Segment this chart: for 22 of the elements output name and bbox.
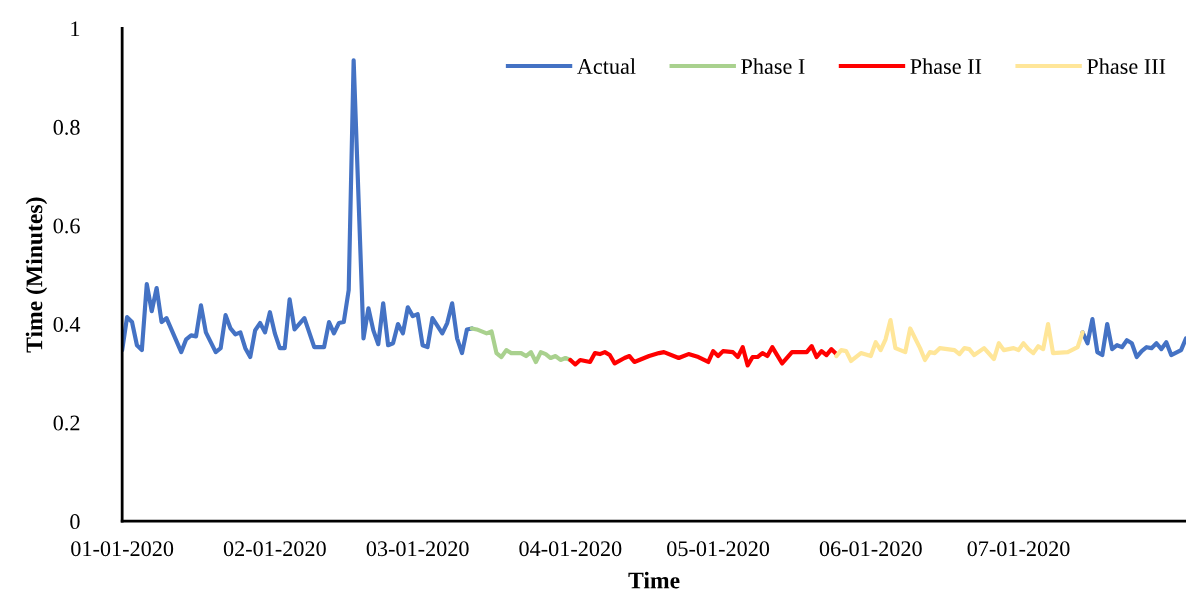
legend-label: Actual (577, 58, 636, 74)
x-tick-label: 04-01-2020 (519, 541, 622, 557)
x-axis-title: Time (628, 571, 680, 589)
x-tick-label: 01-01-2020 (71, 541, 174, 557)
legend-label: Phase II (910, 58, 982, 74)
line-series (469, 326, 573, 365)
y-axis-title: Time (Minutes) (25, 197, 48, 353)
legend-label: Phase I (741, 58, 805, 74)
x-tick-label: 06-01-2020 (819, 541, 922, 557)
y-tick-label: 1 (71, 21, 80, 37)
y-tick-label: 0.8 (53, 119, 80, 135)
x-tick-label: 07-01-2020 (967, 541, 1070, 557)
y-tick-label: 0.2 (53, 415, 80, 431)
y-tick-label: 0.4 (53, 316, 81, 333)
y-tick-label: 0 (70, 514, 80, 530)
x-tick-label: 02-01-2020 (223, 541, 326, 557)
x-tick-label: 03-01-2020 (366, 541, 469, 557)
x-tick-label: 05-01-2020 (667, 541, 770, 557)
legend-label: Phase III (1087, 58, 1166, 74)
line-series (834, 317, 1085, 364)
y-tick-label: 0.6 (53, 218, 80, 234)
line-series (568, 344, 839, 368)
